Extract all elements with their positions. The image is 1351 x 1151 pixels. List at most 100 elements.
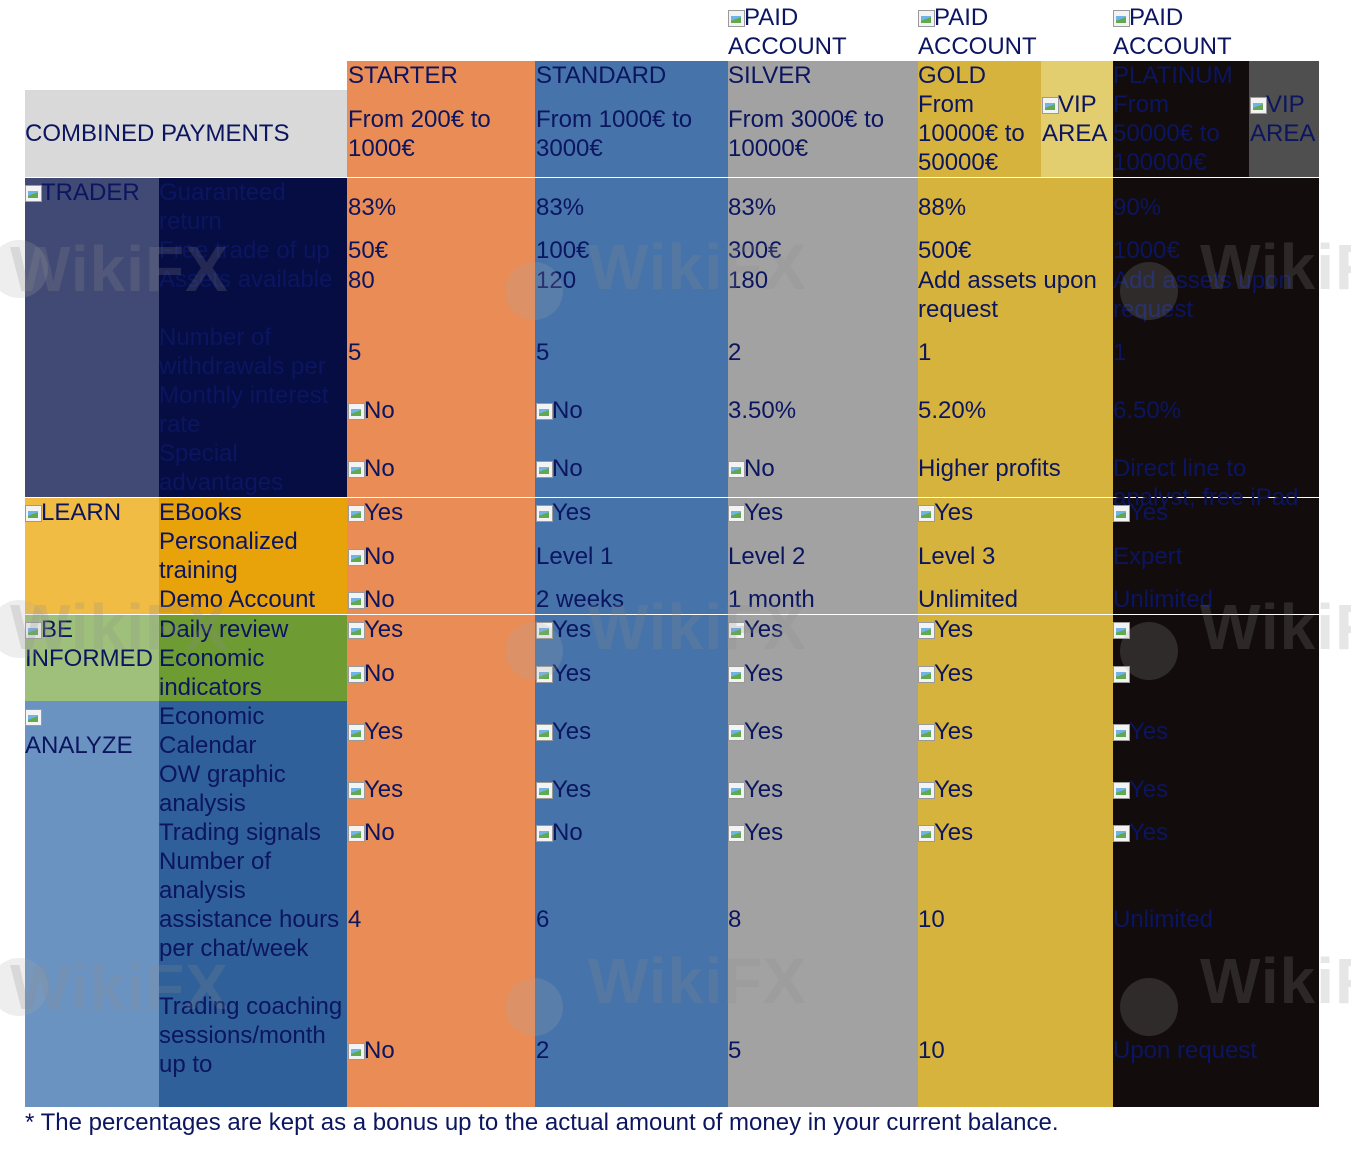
cell-value: Yes [728, 717, 916, 746]
broken-image-icon [1113, 622, 1130, 639]
plan-range-standard: From 1000€ to 3000€ [536, 106, 693, 162]
cell-text: Yes [744, 616, 784, 643]
cell-text: 10 [918, 1037, 945, 1064]
row-label: Guaranteed return [159, 179, 286, 235]
cell-text: Higher profits [918, 455, 1061, 482]
cell-text: 2 weeks [536, 586, 625, 613]
cell-value: Yes [536, 717, 726, 746]
silver-column-bg [728, 61, 918, 1107]
cell-value: 100€ [536, 236, 726, 265]
cell-value: Yes [918, 775, 1112, 804]
cell-text: Expert [1113, 543, 1183, 570]
cell-value: 180 [728, 266, 916, 295]
cell-text: No [364, 397, 395, 424]
row-label: Number of withdrawals per month [159, 324, 326, 380]
broken-image-icon [1113, 825, 1130, 842]
cell-value: Direct line to analyst, free iPad [1113, 454, 1318, 512]
cell-value: Add assets upon request [918, 266, 1112, 324]
plan-name-gold: GOLD [918, 62, 987, 89]
cell-value: Yes [918, 659, 1112, 688]
cell-text: Add assets upon request [1113, 267, 1292, 323]
broken-image-icon [728, 825, 745, 842]
cell-text: Yes [552, 499, 592, 526]
cell-text: 83% [348, 194, 397, 221]
cell-value: 1 [1113, 338, 1318, 367]
cell-text: 1 month [728, 586, 815, 613]
row-label: Number of analysis assistance hours per … [159, 848, 340, 962]
plan-range-starter: From 200€ to 1000€ [348, 106, 491, 162]
cell-value: No [348, 396, 534, 425]
cell-value: 2 [536, 1036, 726, 1065]
broken-image-icon [728, 724, 745, 741]
cell-value: 6.50% [1113, 396, 1318, 425]
cell-value: Add assets upon request [1113, 266, 1318, 324]
standard-column-bg [535, 61, 728, 1107]
broken-image-icon [536, 403, 553, 420]
cell-text: Level 3 [918, 543, 996, 570]
cell-value: Yes [348, 498, 534, 527]
cell-image [1113, 659, 1130, 688]
cell-text: 300€ [728, 237, 782, 264]
combined-payments-label: COMBINED PAYMENTS [25, 120, 290, 147]
broken-image-icon [348, 782, 365, 799]
cell-text: No [744, 455, 775, 482]
cell-value: No [348, 818, 534, 847]
informed-labels-bg [159, 615, 347, 701]
cell-text: 1 [1113, 339, 1127, 366]
cell-value: Yes [536, 659, 726, 688]
broken-image-icon [1113, 505, 1130, 522]
plan-range-platinum: From 50000€ to 100000€ [1113, 91, 1220, 176]
cell-value: 3.50% [728, 396, 916, 425]
cell-text: Yes [552, 616, 592, 643]
cell-value: 10 [918, 905, 1112, 934]
cell-value: 500€ [918, 236, 1112, 265]
cell-text: Upon request [1113, 1037, 1258, 1064]
broken-image-icon [536, 825, 553, 842]
cell-value: 50€ [348, 236, 534, 265]
broken-image-icon [728, 622, 745, 639]
broken-image-icon [348, 666, 365, 683]
starter-column-bg [347, 61, 535, 1107]
broken-image-icon [728, 10, 745, 27]
cell-value: 8 [728, 905, 916, 934]
cell-text: Yes [744, 660, 784, 687]
cell-value: Yes [1113, 717, 1318, 746]
cell-text: Yes [364, 718, 404, 745]
cell-value: Yes [728, 818, 916, 847]
cell-value: 90% [1113, 193, 1318, 222]
broken-image-icon [918, 782, 935, 799]
cell-value: 2 weeks [536, 585, 726, 614]
cell-value: Level 3 [918, 542, 1112, 571]
broken-image-icon [536, 505, 553, 522]
cell-text: Yes [934, 819, 974, 846]
cell-value: Level 1 [536, 542, 726, 571]
broken-image-icon [1113, 724, 1130, 741]
cell-value: 5.20% [918, 396, 1112, 425]
cell-text: No [552, 819, 583, 846]
cell-text: Yes [364, 616, 404, 643]
cell-text: 10 [918, 906, 945, 933]
separator-line [25, 497, 1319, 498]
broken-image-icon [25, 505, 42, 522]
vip-area-platinum: VIP AREA [1250, 91, 1316, 147]
cell-value: 5 [728, 1036, 916, 1065]
cell-text: Yes [934, 499, 974, 526]
broken-image-icon [25, 185, 42, 202]
cell-text: 83% [728, 194, 777, 221]
learn-section-bg [25, 498, 159, 614]
cell-value: No [536, 818, 726, 847]
cell-value: No [728, 454, 916, 483]
cell-text: Yes [744, 776, 784, 803]
cell-value: No [536, 454, 726, 483]
cell-value: 1 [918, 338, 1112, 367]
cell-value: No [348, 542, 534, 571]
broken-image-icon [918, 666, 935, 683]
section-learn: LEARN [25, 498, 159, 527]
broken-image-icon [348, 622, 365, 639]
analyze-section-bg [25, 701, 159, 1107]
section-trader: TRADER [25, 178, 159, 207]
row-label: Personalized training [159, 528, 298, 584]
cell-text: 2 [728, 339, 742, 366]
plan-range-gold: From 10000€ to 50000€ [918, 91, 1025, 176]
cell-text: 8 [728, 906, 742, 933]
